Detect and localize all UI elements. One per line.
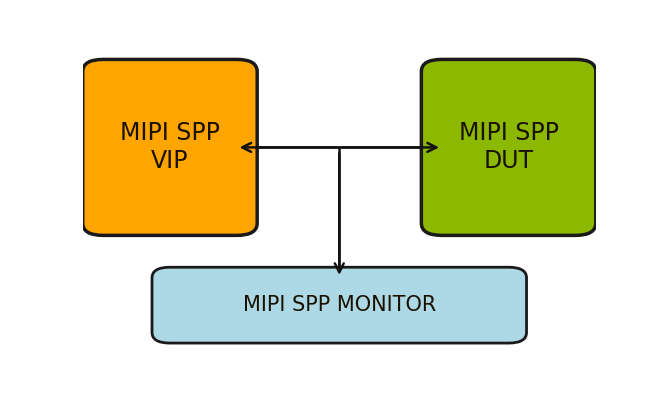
Text: MIPI SPP
DUT: MIPI SPP DUT (459, 121, 559, 173)
Text: MIPI SPP MONITOR: MIPI SPP MONITOR (243, 295, 436, 315)
FancyBboxPatch shape (152, 267, 526, 343)
FancyBboxPatch shape (421, 59, 596, 235)
Text: MIPI SPP
VIP: MIPI SPP VIP (120, 121, 220, 173)
FancyBboxPatch shape (83, 59, 257, 235)
